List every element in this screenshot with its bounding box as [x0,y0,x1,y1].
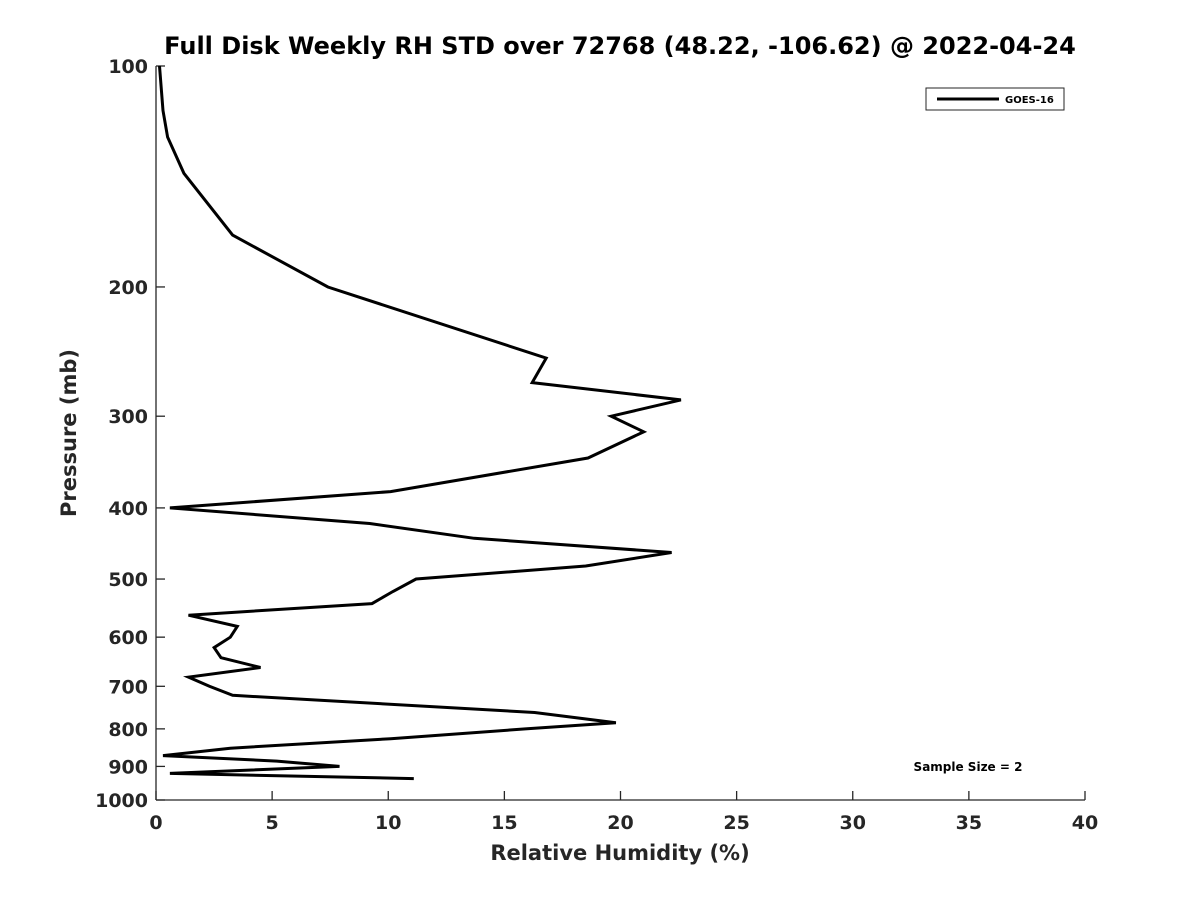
x-tick-label: 0 [149,812,162,834]
legend-label-goes-16: GOES-16 [1005,95,1054,106]
y-tick-label: 100 [108,56,148,78]
x-tick-label: 20 [607,812,633,834]
y-tick-label: 800 [108,719,148,741]
series-line-goes-16 [158,65,682,781]
y-tick-label: 700 [108,676,148,698]
series-group [158,65,682,781]
x-tick-label: 25 [723,812,749,834]
chart-title: Full Disk Weekly RH STD over 72768 (48.2… [164,32,1076,60]
x-tick-label: 40 [1072,812,1098,834]
axes [155,66,1085,801]
x-tick-label: 35 [956,812,982,834]
x-axis-label: Relative Humidity (%) [490,841,749,865]
x-tick-label: 10 [375,812,401,834]
y-tick-label: 300 [108,406,148,428]
y-tick-label: 500 [108,569,148,591]
y-tick-label: 1000 [95,790,148,812]
x-tick-label: 5 [266,812,279,834]
y-tick-label: 600 [108,627,148,649]
y-ticks: 100 200 300 400 500 600 700 800 900 1000 [95,56,165,812]
x-tick-label: 15 [491,812,517,834]
x-ticks: 0 5 10 15 20 25 30 35 40 [149,791,1098,834]
x-tick-label: 30 [840,812,866,834]
sample-size-annotation: Sample Size = 2 [914,760,1023,774]
y-tick-label: 900 [108,756,148,778]
legend: GOES-16 [925,87,1065,111]
y-tick-label: 400 [108,498,148,520]
y-axis-label: Pressure (mb) [57,349,81,517]
y-tick-label: 200 [108,277,148,299]
